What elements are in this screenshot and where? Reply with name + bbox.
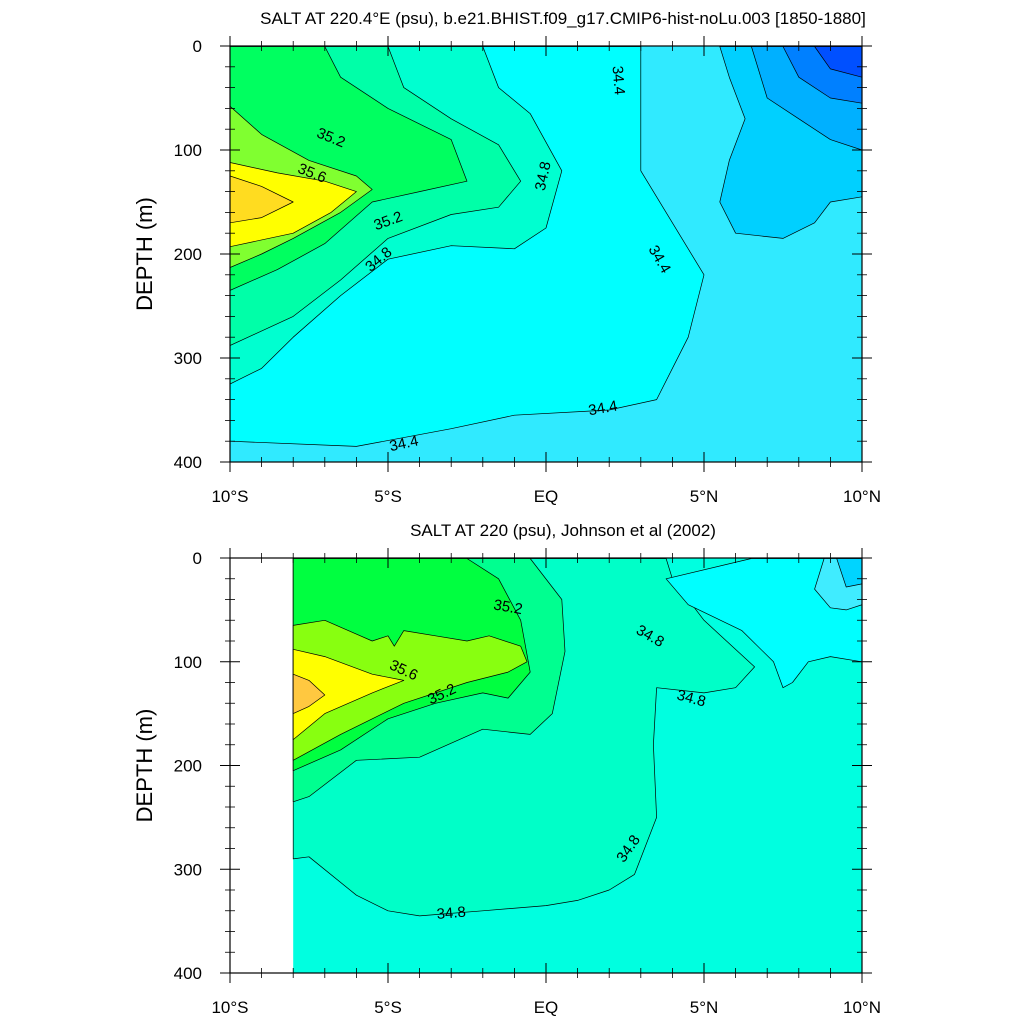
x-tick-label: 5°S xyxy=(374,487,402,506)
chart-title: SALT AT 220.4°E (psu), b.e21.BHIST.f09_g… xyxy=(260,9,866,28)
x-tick-label: 10°N xyxy=(843,998,881,1017)
x-tick-label: EQ xyxy=(534,998,559,1017)
x-tick-label: 10°N xyxy=(843,487,881,506)
y-axis-label: DEPTH (m) xyxy=(132,709,157,823)
contour-label: 34.8 xyxy=(436,904,467,923)
contour-region-35-5 xyxy=(292,619,528,761)
contour-label-group: 34.8 xyxy=(436,904,467,923)
y-tick-label: 400 xyxy=(174,453,202,472)
contour-region-35-8 xyxy=(230,175,294,224)
y-axis-label: DEPTH (m) xyxy=(132,197,157,311)
contour-plot-area: 35.234.835.635.2 34.834.834.8 xyxy=(292,558,862,973)
y-tick-label: 200 xyxy=(174,245,202,264)
contour-region-35-9 xyxy=(292,673,326,714)
panel-top-model-salinity: 35.235.635.234.834.834.434.434.434.4SALT… xyxy=(132,9,881,506)
contour-label-group: 34.4 xyxy=(388,432,420,455)
contour-label-group: 34.8 xyxy=(532,160,555,192)
contour-region-34-7 xyxy=(665,558,862,689)
contour-region-35-6 xyxy=(230,162,357,248)
x-tick-label: EQ xyxy=(534,487,559,506)
contour-plot-area: 35.235.635.234.834.834.434.434.434.4 xyxy=(230,46,862,462)
y-tick-label: 100 xyxy=(174,141,202,160)
x-tick-label: 10°S xyxy=(211,998,248,1017)
x-tick-label: 5°N xyxy=(690,998,719,1017)
contour-label: 34.4 xyxy=(388,432,420,455)
contour-label: 34.8 xyxy=(532,160,555,192)
contour-label-group: 34.8 xyxy=(675,687,708,711)
y-tick-label: 400 xyxy=(174,964,202,983)
y-tick-label: 0 xyxy=(193,37,202,56)
contour-label: 34.8 xyxy=(675,687,708,711)
y-tick-label: 300 xyxy=(174,860,202,879)
x-tick-label: 5°N xyxy=(690,487,719,506)
contour-label: 35.2 xyxy=(492,596,524,618)
contour-label: 34.4 xyxy=(587,397,619,419)
x-tick-label: 5°S xyxy=(374,998,402,1017)
y-tick-label: 0 xyxy=(193,549,202,568)
contour-label: 34.4 xyxy=(608,65,627,96)
contour-label-group: 35.2 xyxy=(492,596,524,618)
chart-title: SALT AT 220 (psu), Johnson et al (2002) xyxy=(410,521,716,540)
x-tick-label: 10°S xyxy=(211,487,248,506)
y-tick-label: 200 xyxy=(174,757,202,776)
contour-label-group: 34.4 xyxy=(587,397,619,419)
contour-region-35-7 xyxy=(292,648,405,740)
y-tick-label: 300 xyxy=(174,349,202,368)
y-tick-label: 100 xyxy=(174,653,202,672)
contour-label-group: 34.4 xyxy=(608,65,627,96)
